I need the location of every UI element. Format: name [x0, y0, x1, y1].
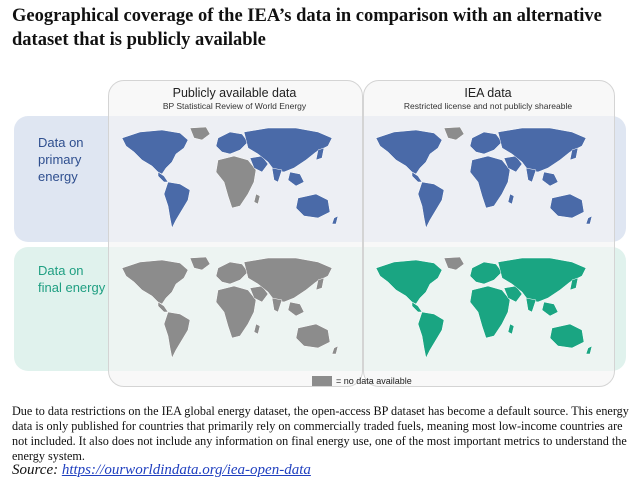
region-southeast-asia	[541, 171, 559, 187]
final-energy-label: Data on final energy	[38, 263, 106, 295]
region-australia	[295, 323, 331, 349]
region-europe	[215, 131, 249, 155]
region-north-america	[121, 259, 189, 305]
region-australia	[295, 193, 331, 219]
region-asia	[497, 257, 587, 303]
region-greenland	[189, 126, 211, 141]
region-south-america	[163, 311, 191, 359]
region-madagascar	[507, 193, 515, 205]
region-new-zealand	[585, 215, 593, 225]
region-africa	[469, 285, 511, 339]
region-southeast-asia	[287, 301, 305, 317]
region-africa	[215, 155, 257, 209]
region-asia	[243, 127, 333, 173]
region-middle-east	[503, 285, 523, 303]
public-column-title: Publicly available data	[172, 86, 297, 100]
region-central-america	[411, 171, 423, 183]
region-india	[525, 167, 537, 183]
region-middle-east	[249, 285, 269, 303]
no-data-swatch	[312, 376, 332, 386]
region-india	[271, 167, 283, 183]
region-australia	[549, 193, 585, 219]
source-link[interactable]: https://ourworldindata.org/iea-open-data	[61, 462, 311, 478]
region-africa	[469, 155, 511, 209]
region-central-america	[411, 301, 423, 313]
region-greenland	[443, 256, 465, 271]
region-greenland	[443, 126, 465, 141]
region-india	[525, 297, 537, 313]
region-north-america	[375, 259, 443, 305]
region-asia	[497, 127, 587, 173]
caption: Due to data restrictions on the IEA glob…	[12, 404, 629, 463]
world-map-public-final	[121, 256, 339, 359]
world-map-iea-final	[375, 256, 593, 359]
region-north-america	[121, 129, 189, 175]
region-southeast-asia	[541, 301, 559, 317]
source-line: Source: https://ourworldindata.org/iea-o…	[12, 462, 311, 479]
source-prefix: Source:	[12, 462, 62, 478]
legend: = no data available	[312, 376, 412, 386]
region-japan	[315, 277, 325, 291]
region-japan	[569, 277, 579, 291]
region-south-america	[163, 181, 191, 229]
region-new-zealand	[585, 345, 593, 355]
region-south-america	[417, 181, 445, 229]
region-new-zealand	[331, 345, 339, 355]
region-europe	[469, 261, 503, 285]
region-central-america	[157, 171, 169, 183]
region-europe	[469, 131, 503, 155]
iea-column-title: IEA data	[464, 86, 512, 100]
figure-title: Geographical coverage of the IEA’s data …	[12, 6, 602, 50]
public-column-header: Publicly available data BP Statistical R…	[108, 86, 361, 112]
region-middle-east	[249, 155, 269, 173]
legend-label: = no data available	[336, 376, 412, 386]
region-asia	[243, 257, 333, 303]
region-central-america	[157, 301, 169, 313]
region-madagascar	[507, 323, 515, 335]
region-japan	[569, 147, 579, 161]
world-map-iea-primary	[375, 126, 593, 229]
region-japan	[315, 147, 325, 161]
public-column-subtitle: BP Statistical Review of World Energy	[162, 101, 307, 111]
region-south-america	[417, 311, 445, 359]
region-madagascar	[253, 193, 261, 205]
region-north-america	[375, 129, 443, 175]
iea-column-header: IEA data Restricted license and not publ…	[363, 86, 613, 112]
region-india	[271, 297, 283, 313]
region-greenland	[189, 256, 211, 271]
region-middle-east	[503, 155, 523, 173]
region-madagascar	[253, 323, 261, 335]
region-new-zealand	[331, 215, 339, 225]
iea-column-subtitle: Restricted license and not publicly shar…	[403, 101, 573, 111]
region-africa	[215, 285, 257, 339]
primary-energy-label: Data on primary energy	[38, 135, 84, 184]
world-map-public-primary	[121, 126, 339, 229]
region-southeast-asia	[287, 171, 305, 187]
region-europe	[215, 261, 249, 285]
region-australia	[549, 323, 585, 349]
